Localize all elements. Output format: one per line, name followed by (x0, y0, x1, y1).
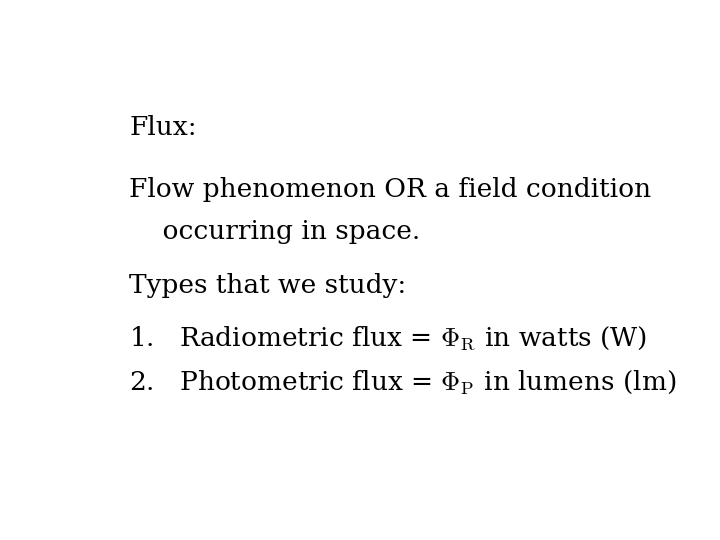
Text: 1.   Radiometric flux = $\mathit{\Phi}_{\mathrm{R}}$ in watts (W): 1. Radiometric flux = $\mathit{\Phi}_{\m… (129, 325, 647, 353)
Text: Flux:: Flux: (129, 114, 197, 140)
Text: occurring in space.: occurring in space. (129, 219, 420, 244)
Text: 2.   Photometric flux = $\mathit{\Phi}_{\mathrm{P}}$ in lumens (lm): 2. Photometric flux = $\mathit{\Phi}_{\m… (129, 368, 676, 396)
Text: Types that we study:: Types that we study: (129, 273, 406, 298)
Text: Flow phenomenon OR a field condition: Flow phenomenon OR a field condition (129, 177, 651, 202)
